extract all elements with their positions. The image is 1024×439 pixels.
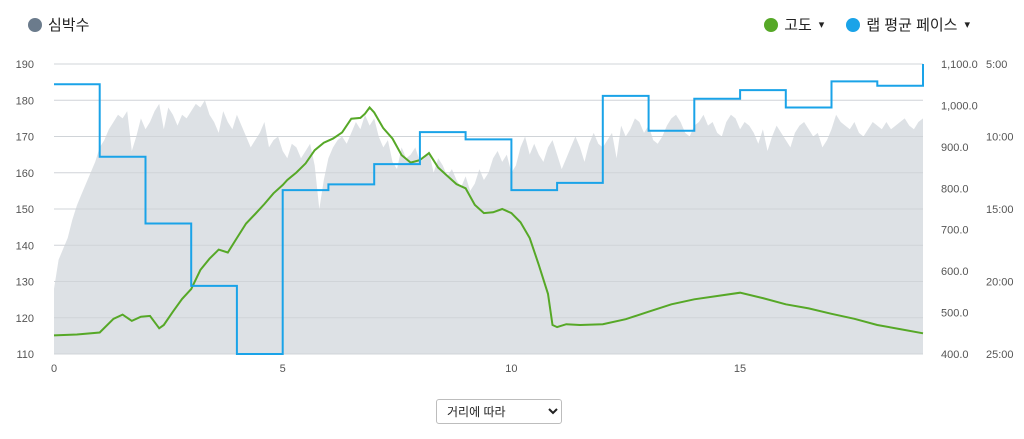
legend-elevation-dot — [764, 17, 779, 32]
heart-rate-tick-label: 180 — [16, 95, 34, 107]
x-tick-label: 15 — [734, 363, 746, 375]
pace-step-line — [54, 64, 924, 355]
x-tick-label: 5 — [280, 363, 286, 375]
pace-tick-label: 15:00 — [986, 204, 1014, 216]
legend-pace[interactable]: 랩 평균 페이스 ▾ — [846, 14, 970, 35]
legend-heart-rate-label: 심박수 — [48, 17, 90, 34]
elevation-tick-label: 600.0 — [941, 266, 969, 278]
elevation-tick-label: 700.0 — [941, 225, 969, 237]
elevation-tick-label: 1,100.0 — [941, 59, 978, 71]
heart-rate-area — [54, 100, 923, 354]
pace-tick-label: 20:00 — [986, 277, 1014, 289]
chart-area: 110120130140150160170180190400.0500.0600… — [16, 59, 1014, 375]
x-axis-mode-select[interactable]: 거리에 따라 — [436, 399, 562, 424]
elevation-tick-label: 400.0 — [941, 349, 969, 361]
heart-rate-tick-label: 160 — [16, 168, 34, 180]
pace-tick-label: 5:00 — [986, 59, 1007, 71]
chevron-down-icon[interactable]: ▾ — [964, 19, 970, 31]
heart-rate-tick-label: 140 — [16, 240, 34, 252]
legend-pace-dot — [846, 17, 861, 32]
legend-elevation[interactable]: 고도 ▾ — [764, 14, 824, 35]
heart-rate-tick-label: 170 — [16, 132, 34, 144]
pace-tick-label: 10:00 — [986, 132, 1014, 144]
elevation-tick-label: 500.0 — [941, 308, 969, 320]
heart-rate-tick-label: 150 — [16, 204, 34, 216]
legend-pace-label: 랩 평균 페이스 — [866, 17, 958, 34]
elevation-line — [53, 105, 924, 337]
heart-rate-tick-label: 130 — [16, 277, 34, 289]
heart-rate-tick-label: 120 — [16, 313, 34, 325]
x-tick-label: 0 — [51, 363, 57, 375]
legend-heart-rate[interactable]: 심박수 — [28, 14, 89, 35]
heart-rate-tick-label: 110 — [16, 349, 34, 361]
x-axis-mode-select-wrap[interactable]: 거리에 따라 — [436, 399, 562, 424]
pace-tick-label: 25:00 — [986, 349, 1014, 361]
heart-rate-tick-label: 190 — [16, 59, 34, 71]
x-tick-label: 10 — [505, 363, 517, 375]
legend-heart-rate-dot — [28, 17, 42, 32]
chevron-down-icon[interactable]: ▾ — [818, 19, 825, 31]
elevation-tick-label: 1,000.0 — [941, 100, 978, 112]
elevation-tick-label: 800.0 — [941, 183, 969, 195]
legend-elevation-label: 고도 — [784, 17, 812, 34]
elevation-tick-label: 900.0 — [941, 142, 969, 154]
